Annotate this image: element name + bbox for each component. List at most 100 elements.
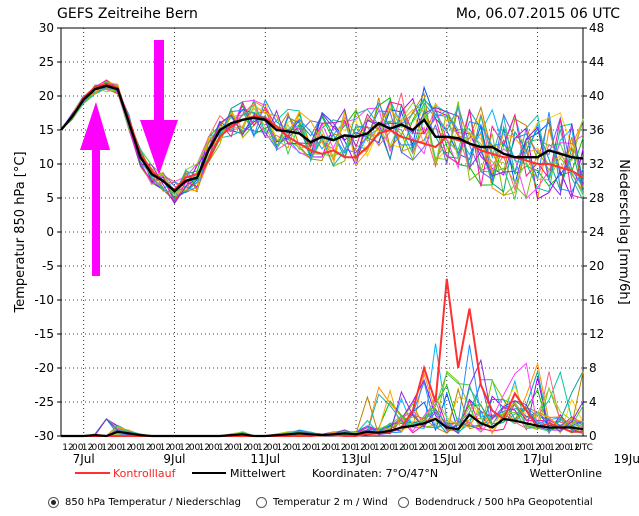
x-hour-label: 12 <box>276 443 287 453</box>
x-hour-label: 00 <box>247 443 259 453</box>
x-hour-label: UTC <box>575 443 593 453</box>
axes: 302520151050-5-10-15-20-25-3048444036322… <box>34 21 639 466</box>
x-hour-label: 00 <box>442 443 454 453</box>
x-date-label: 19Jul <box>614 452 639 466</box>
y-right-tick-label: 36 <box>589 123 604 137</box>
radio-label: Temperatur 2 m / Wind <box>273 497 388 508</box>
y-left-tick-label: 30 <box>39 21 54 35</box>
x-date-label: 9Jul <box>163 452 185 466</box>
x-date-label: 15Jul <box>432 452 462 466</box>
legend-control-label: Kontrolllauf <box>113 467 177 480</box>
y-right-tick-label: 40 <box>589 89 604 103</box>
x-hour-label: 00 <box>169 443 181 453</box>
x-hour-label: 00 <box>189 443 201 453</box>
y-right-tick-label: 20 <box>589 259 604 273</box>
x-hour-label: 12 <box>296 443 307 453</box>
radio-temp-2m-wind[interactable]: Temperatur 2 m / Wind <box>256 497 388 508</box>
x-hour-label: 00 <box>403 443 415 453</box>
y-left-tick-label: -25 <box>34 395 54 409</box>
y-right-tick-label: 16 <box>589 293 604 307</box>
radio-dot <box>398 497 409 508</box>
x-hour-label: 00 <box>559 443 571 453</box>
member-temp-line <box>60 86 584 197</box>
x-hour-label: 12 <box>452 443 463 453</box>
radio-pressure-geopotential[interactable]: Bodendruck / 500 hPa Geopotential <box>398 497 593 508</box>
y-right-tick-label: 0 <box>589 429 597 443</box>
radio-label: Bodendruck / 500 hPa Geopotential <box>415 497 593 508</box>
run-label: Mo, 06.07.2015 06 UTC <box>456 6 620 22</box>
x-hour-label: 00 <box>111 443 123 453</box>
x-hour-label: 12 <box>257 443 268 453</box>
y-right-tick-label: 24 <box>589 225 604 239</box>
chart-title: GEFS Zeitreihe Bern <box>57 6 198 22</box>
radio-dot <box>48 497 59 508</box>
arrow-down <box>140 40 178 175</box>
control-temp-line <box>60 82 584 192</box>
y-left-tick-label: -15 <box>34 327 54 341</box>
x-hour-label: 12 <box>374 443 385 453</box>
y-left-tick-label: 0 <box>46 225 54 239</box>
main-series <box>60 82 584 438</box>
x-hour-label: 00 <box>481 443 493 453</box>
y-right-tick-label: 4 <box>589 395 597 409</box>
x-date-label: 7Jul <box>73 452 95 466</box>
x-hour-label: 00 <box>228 443 240 453</box>
x-hour-label: 12 <box>530 443 541 453</box>
x-hour-label: 12 <box>238 443 249 453</box>
x-date-label: 11Jul <box>250 452 280 466</box>
y-right-tick-label: 12 <box>589 327 604 341</box>
x-hour-label: 00 <box>539 443 551 453</box>
y-left-tick-label: -20 <box>34 361 54 375</box>
y-right-tick-label: 48 <box>589 21 604 35</box>
y-left-tick-label: -30 <box>34 429 54 443</box>
y-left-tick-label: 10 <box>39 157 54 171</box>
x-hour-label: 00 <box>150 443 162 453</box>
x-hour-label: 12 <box>101 443 112 453</box>
brand-label: WetterOnline <box>530 467 603 480</box>
x-hour-label: 12 <box>413 443 424 453</box>
radio-label: 850 hPa Temperatur / Niederschlag <box>65 497 241 508</box>
y-right-tick-label: 32 <box>589 157 604 171</box>
y-left-tick-label: 25 <box>39 55 54 69</box>
x-hour-label: 12 <box>179 443 190 453</box>
grid-lines <box>61 27 583 437</box>
x-hour-label: 00 <box>500 443 512 453</box>
y-left-tick-label: 20 <box>39 89 54 103</box>
x-date-label: 13Jul <box>341 452 371 466</box>
x-hour-label: 12 <box>160 443 171 453</box>
x-hour-label: 00 <box>306 443 318 453</box>
x-hour-label: 00 <box>130 443 142 453</box>
x-hour-label: 00 <box>345 443 357 453</box>
annotation-arrows <box>80 40 178 276</box>
x-hour-label: 12 <box>121 443 132 453</box>
radio-dot <box>256 497 267 508</box>
x-hour-label: 12 <box>393 443 404 453</box>
x-hour-label: 00 <box>325 443 337 453</box>
x-hour-label: 12 <box>471 443 482 453</box>
radio-850hpa-temp-precip[interactable]: 850 hPa Temperatur / Niederschlag <box>48 497 241 508</box>
x-date-label: 17Jul <box>523 452 553 466</box>
y-axis-left-label: Temperatur 850 hPa [°C] <box>13 151 28 313</box>
x-hour-label: 00 <box>267 443 279 453</box>
x-hour-label: 00 <box>364 443 376 453</box>
x-hour-label: 00 <box>91 443 103 453</box>
legend-coordinates: Koordinaten: 7°O/47°N <box>312 467 438 480</box>
x-hour-label: 12 <box>315 443 326 453</box>
x-hour-label: 12 <box>569 443 580 453</box>
x-hour-label: 12 <box>335 443 346 453</box>
x-hour-label: 00 <box>520 443 532 453</box>
x-hour-label: 12 <box>432 443 443 453</box>
y-left-tick-label: 5 <box>46 191 54 205</box>
x-hour-label: 12 <box>549 443 560 453</box>
x-hour-label: 00 <box>208 443 220 453</box>
mean-temp-line <box>60 84 584 193</box>
view-selector: 850 hPa Temperatur / Niederschlag Temper… <box>0 494 639 514</box>
legend-mean-label: Mittelwert <box>230 467 286 480</box>
x-hour-label: 00 <box>422 443 434 453</box>
x-hour-label: 00 <box>461 443 473 453</box>
arrow-up <box>80 102 110 276</box>
x-hour-label: 12 <box>491 443 502 453</box>
x-hour-label: 00 <box>384 443 396 453</box>
y-right-tick-label: 44 <box>589 55 604 69</box>
x-hour-label: 12 <box>510 443 521 453</box>
